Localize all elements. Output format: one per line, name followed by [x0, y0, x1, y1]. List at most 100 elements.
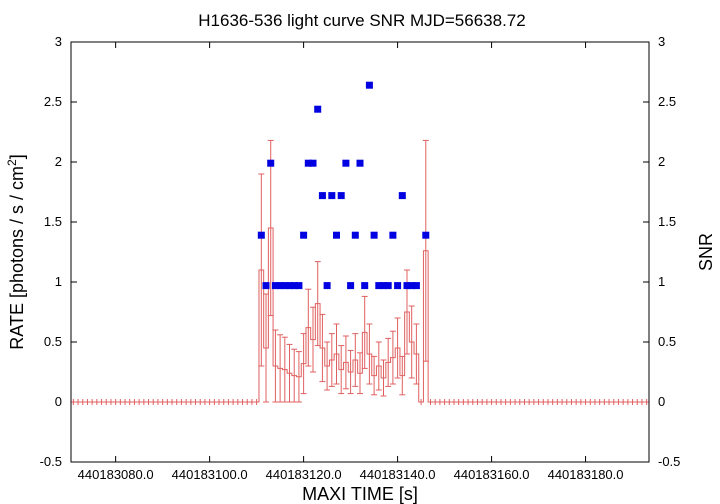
y-axis-title-sup: 2 — [5, 159, 19, 166]
y2-tick-label: 1 — [658, 274, 665, 289]
snr-point — [323, 282, 331, 290]
x-tick-label: 440183140.0 — [360, 467, 436, 482]
rate-point — [385, 337, 392, 387]
rate-point — [408, 305, 415, 379]
snr-point — [384, 282, 392, 290]
snr-point — [412, 282, 420, 290]
snr-point — [365, 81, 373, 89]
rate-point — [267, 139, 274, 317]
plot-frame — [70, 41, 650, 463]
snr-point — [276, 282, 284, 290]
y2-tick-label: 3 — [658, 34, 665, 49]
rate-point — [361, 295, 368, 369]
rate-point — [310, 306, 317, 373]
snr-point — [304, 159, 312, 167]
y2-tick-label: 0.5 — [658, 334, 676, 349]
y2-tick-label: 0 — [658, 394, 665, 409]
snr-point — [262, 282, 270, 290]
snr-point — [300, 231, 308, 239]
y2-axis-title: SNR — [696, 233, 716, 271]
snr-point — [403, 282, 411, 290]
snr-point — [379, 282, 387, 290]
snr-point — [309, 159, 317, 167]
rate-series — [71, 139, 649, 405]
y2-tick-label: 1.5 — [658, 214, 676, 229]
rate-point — [347, 349, 354, 395]
snr-point — [281, 282, 289, 290]
snr-point — [267, 159, 275, 167]
x-tick-label: 440183180.0 — [548, 467, 624, 482]
snr-point — [257, 231, 265, 239]
rate-point — [300, 333, 307, 395]
snr-point — [398, 192, 406, 200]
y2-tick-label: 2.5 — [658, 94, 676, 109]
rate-point — [394, 317, 401, 379]
rate-point — [314, 261, 321, 347]
rate-point — [389, 330, 396, 385]
snr-point — [337, 192, 345, 200]
snr-point — [351, 231, 359, 239]
rate-point — [352, 333, 359, 387]
y-tick-label: 0 — [55, 394, 62, 409]
snr-point — [375, 282, 383, 290]
snr-series — [257, 81, 430, 290]
snr-point — [271, 282, 279, 290]
x-tick-label: 440183120.0 — [266, 467, 342, 482]
snr-point — [361, 282, 369, 290]
snr-point — [314, 105, 322, 113]
snr-point — [394, 282, 402, 290]
chart-title: H1636-536 light curve SNR MJD=56638.72 — [198, 11, 525, 30]
snr-point — [408, 282, 416, 290]
rate-point — [371, 355, 378, 396]
snr-point — [389, 231, 397, 239]
rate-point — [413, 323, 420, 385]
y-tick-label: 2.5 — [44, 94, 62, 109]
y-axis-title: RATE [photons / s / cm2] — [5, 154, 27, 349]
snr-point — [295, 282, 303, 290]
snr-point — [370, 231, 378, 239]
snr-point — [318, 192, 326, 200]
y-tick-label: 1 — [55, 274, 62, 289]
x-tick-label: 440183080.0 — [78, 467, 154, 482]
rate-point — [258, 173, 265, 367]
x-tick-label: 440183160.0 — [454, 467, 530, 482]
tick-layer — [71, 41, 649, 463]
rate-point — [338, 345, 345, 395]
snr-point — [333, 231, 341, 239]
snr-point — [342, 159, 350, 167]
rate-point — [328, 333, 335, 387]
rate-point — [357, 352, 363, 395]
rate-point — [380, 359, 387, 397]
rate-point — [263, 293, 270, 403]
rate-point — [324, 341, 331, 391]
snr-point — [422, 231, 430, 239]
y-tick-label: -0.5 — [40, 454, 62, 469]
y-axis-title-main: RATE [photons / s / cm — [7, 166, 27, 350]
x-axis-title: MAXI TIME [s] — [302, 484, 418, 504]
rate-point — [333, 323, 340, 385]
rate-point — [366, 323, 373, 385]
y-tick-label: 3 — [55, 34, 62, 49]
x-tick-label: 440183100.0 — [172, 467, 248, 482]
y2-tick-label: -0.5 — [658, 454, 680, 469]
snr-point — [286, 282, 294, 290]
rate-point — [422, 139, 429, 362]
rate-point — [342, 335, 349, 390]
snr-point — [347, 282, 355, 290]
rate-point — [305, 288, 312, 367]
y-tick-label: 0.5 — [44, 334, 62, 349]
y2-tick-label: 2 — [658, 154, 665, 169]
rate-point — [295, 351, 302, 403]
rate-histogram-line — [71, 227, 649, 403]
snr-point — [356, 159, 364, 167]
rate-point — [399, 355, 406, 396]
rate-point — [375, 341, 382, 391]
y-axis-title-end: ] — [7, 154, 27, 159]
snr-point — [328, 192, 336, 200]
y-tick-label: 1.5 — [44, 214, 62, 229]
snr-point — [290, 282, 298, 290]
tick-labels: -0.5 -0.5 0 0 0.5 0.5 1 1 1.5 1.5 2 2 2.5 2.5 3 3 440183… — [40, 34, 681, 482]
y-tick-label: 2 — [55, 154, 62, 169]
